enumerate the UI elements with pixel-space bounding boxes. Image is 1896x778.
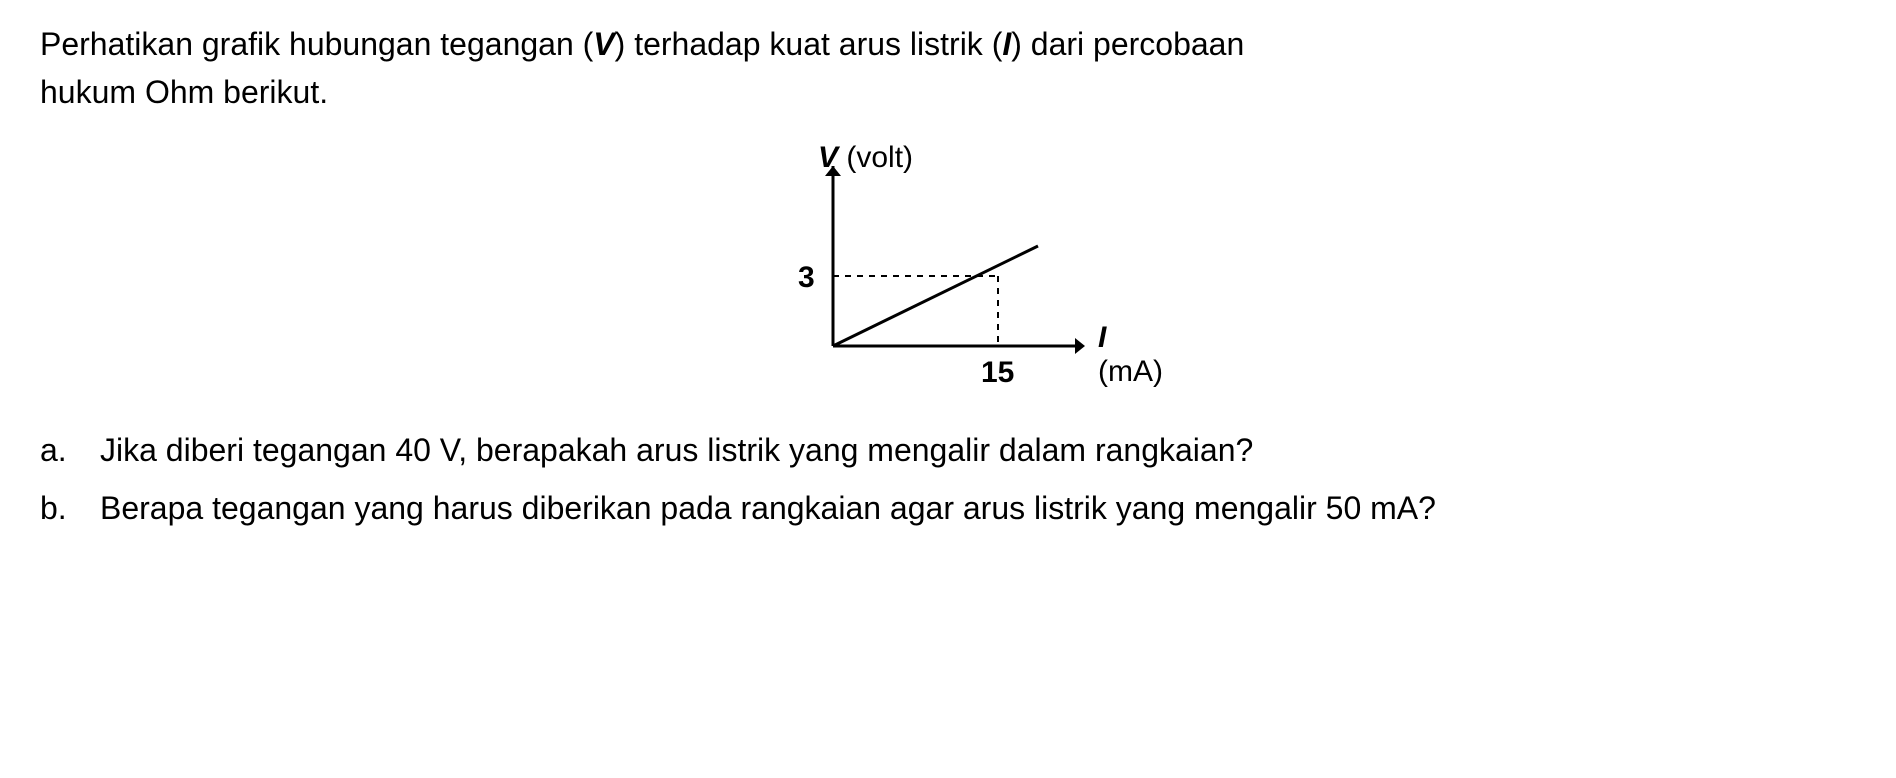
x-axis-label: I (mA) (1098, 321, 1173, 389)
intro-text-3: ) dari percobaan (1011, 26, 1244, 62)
intro-paragraph: Perhatikan grafik hubungan tegangan (V) … (40, 20, 1856, 116)
y-axis-arrow (825, 166, 841, 176)
question-b-text: Berapa tegangan yang harus diberikan pad… (100, 484, 1856, 534)
graph-container: V (volt) 3 15 I (mA) (40, 146, 1856, 386)
x-axis-unit: (mA) (1098, 355, 1163, 388)
question-b: b. Berapa tegangan yang harus diberikan … (40, 484, 1856, 534)
intro-var-i: I (1002, 26, 1011, 62)
question-a-label: a. (40, 426, 100, 476)
x-axis-arrow (1075, 338, 1085, 354)
intro-text-2: ) terhadap kuat arus listrik ( (615, 26, 1003, 62)
intro-var-v: V (593, 26, 614, 62)
data-line (833, 246, 1038, 346)
question-a-text: Jika diberi tegangan 40 V, berapakah aru… (100, 426, 1856, 476)
graph-svg (823, 166, 1103, 366)
question-a: a. Jika diberi tegangan 40 V, berapakah … (40, 426, 1856, 476)
questions-list: a. Jika diberi tegangan 40 V, berapakah … (40, 426, 1856, 533)
question-b-label: b. (40, 484, 100, 534)
intro-text-1: Perhatikan grafik hubungan tegangan ( (40, 26, 593, 62)
ohm-law-graph: V (volt) 3 15 I (mA) (723, 146, 1173, 386)
y-tick-3: 3 (798, 261, 815, 295)
intro-text-4: hukum Ohm berikut. (40, 74, 328, 110)
